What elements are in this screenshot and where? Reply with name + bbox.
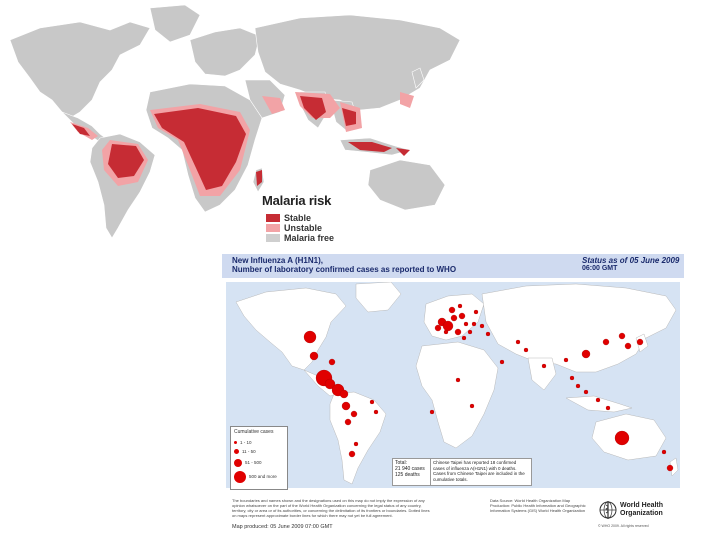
who-org-line1: World Health xyxy=(620,502,664,509)
legend-item-unstable: Unstable xyxy=(266,224,322,233)
case-marker xyxy=(344,418,352,426)
h1n1-legend-item-3: 51 - 500 xyxy=(234,459,262,467)
case-marker xyxy=(434,324,442,332)
h1n1-taipei-note: Chinese Taipei has reported 18 confirmed… xyxy=(430,458,532,486)
case-marker xyxy=(499,359,505,365)
marker-xlarge-icon xyxy=(234,471,246,483)
h1n1-legend-item-2: 11 - 50 xyxy=(234,449,256,455)
marker-large-icon xyxy=(234,459,242,467)
h1n1-map-panel: New Influenza A (H1N1), Number of labora… xyxy=(222,254,684,540)
case-marker xyxy=(309,351,319,361)
case-marker xyxy=(458,312,466,320)
h1n1-title: New Influenza A (H1N1), xyxy=(232,256,323,265)
case-marker xyxy=(350,410,358,418)
case-marker xyxy=(636,338,644,346)
case-marker xyxy=(485,331,491,337)
who-org-line2: Organization xyxy=(620,510,663,517)
case-marker xyxy=(515,339,521,345)
h1n1-total-label: Total: xyxy=(395,460,407,466)
case-marker xyxy=(461,335,467,341)
case-marker xyxy=(569,375,575,381)
h1n1-total-cases: 21 940 cases xyxy=(395,466,425,472)
legend-item-stable: Stable xyxy=(266,214,311,223)
who-org-name: World Health Organization xyxy=(620,502,663,518)
case-marker xyxy=(463,321,469,327)
h1n1-world-map xyxy=(226,282,680,488)
case-marker xyxy=(373,409,379,415)
case-marker xyxy=(450,314,458,322)
marker-medium-icon xyxy=(234,449,239,455)
h1n1-map-svg xyxy=(235,282,679,485)
h1n1-legend-label-4: 500 and more xyxy=(249,474,277,480)
case-marker xyxy=(523,347,529,353)
h1n1-header: New Influenza A (H1N1), Number of labora… xyxy=(222,254,684,278)
case-marker xyxy=(348,450,356,458)
h1n1-footer: The boundaries and names shown and the d… xyxy=(226,494,680,540)
case-marker xyxy=(328,358,336,366)
case-marker xyxy=(583,389,589,395)
case-marker xyxy=(341,401,351,411)
who-logo: World Health Organization © WHO 2009. Al… xyxy=(598,496,678,536)
h1n1-legend-item-1: 1 - 10 xyxy=(234,440,252,445)
malaria-risk-map: Malaria risk Stable Unstable Malaria fre… xyxy=(0,0,468,245)
case-marker xyxy=(563,357,569,363)
h1n1-legend-label-3: 51 - 500 xyxy=(245,460,262,466)
case-markers xyxy=(303,303,674,472)
case-marker xyxy=(443,329,449,335)
h1n1-legend-item-4: 500 and more xyxy=(234,471,277,483)
h1n1-legend: Cumulative cases 1 - 10 11 - 50 51 - 500… xyxy=(230,426,288,490)
case-marker xyxy=(454,328,462,336)
h1n1-subtitle: Number of laboratory confirmed cases as … xyxy=(232,265,457,274)
case-marker xyxy=(469,403,475,409)
h1n1-status: Status as of 05 June 2009 xyxy=(582,256,680,265)
case-marker xyxy=(575,383,581,389)
case-marker xyxy=(467,329,473,335)
who-emblem-icon xyxy=(599,501,617,519)
case-marker xyxy=(457,303,463,309)
marker-small-icon xyxy=(234,441,237,445)
case-marker xyxy=(448,306,456,314)
case-marker xyxy=(624,342,632,350)
case-marker xyxy=(324,378,336,390)
h1n1-legend-label-2: 11 - 50 xyxy=(242,449,256,454)
case-marker xyxy=(595,397,601,403)
h1n1-status-time: 06:00 GMT xyxy=(582,265,618,272)
legend-label-malaria-free: Malaria free xyxy=(284,233,335,243)
case-marker xyxy=(479,323,485,329)
case-marker xyxy=(471,321,477,327)
malaria-legend-title: Malaria risk xyxy=(262,193,332,208)
case-marker xyxy=(369,399,375,405)
h1n1-total-deaths: 125 deaths xyxy=(395,472,420,478)
h1n1-disclaimer: The boundaries and names shown and the d… xyxy=(232,498,430,518)
h1n1-source: Data Source: World Health Organization M… xyxy=(490,498,586,513)
who-copyright: © WHO 2009. All rights reserved xyxy=(598,524,649,528)
legend-label-unstable: Unstable xyxy=(284,223,323,233)
legend-item-malaria-free: Malaria free xyxy=(266,234,334,243)
malaria-free-swatch xyxy=(266,234,280,242)
case-marker xyxy=(455,377,461,383)
h1n1-legend-label-1: 1 - 10 xyxy=(240,440,252,445)
case-marker xyxy=(353,441,359,447)
malaria-world-map xyxy=(9,4,461,239)
case-marker xyxy=(303,330,317,344)
stable-swatch xyxy=(266,214,280,222)
case-marker xyxy=(541,363,547,369)
unstable-swatch xyxy=(266,224,280,232)
case-marker xyxy=(666,464,674,472)
case-marker xyxy=(661,449,667,455)
case-marker xyxy=(605,405,611,411)
case-marker xyxy=(581,349,591,359)
h1n1-map-produced: Map produced: 05 June 2009 07:00 GMT xyxy=(232,524,333,530)
legend-label-stable: Stable xyxy=(284,213,312,223)
case-marker xyxy=(442,320,454,332)
case-marker xyxy=(618,332,626,340)
case-marker xyxy=(614,430,630,446)
malaria-legend: Malaria risk Stable Unstable Malaria fre… xyxy=(262,193,462,245)
case-marker xyxy=(339,389,349,399)
h1n1-legend-title: Cumulative cases xyxy=(234,429,274,435)
case-marker xyxy=(473,309,479,315)
case-marker xyxy=(602,338,610,346)
case-marker xyxy=(429,409,435,415)
